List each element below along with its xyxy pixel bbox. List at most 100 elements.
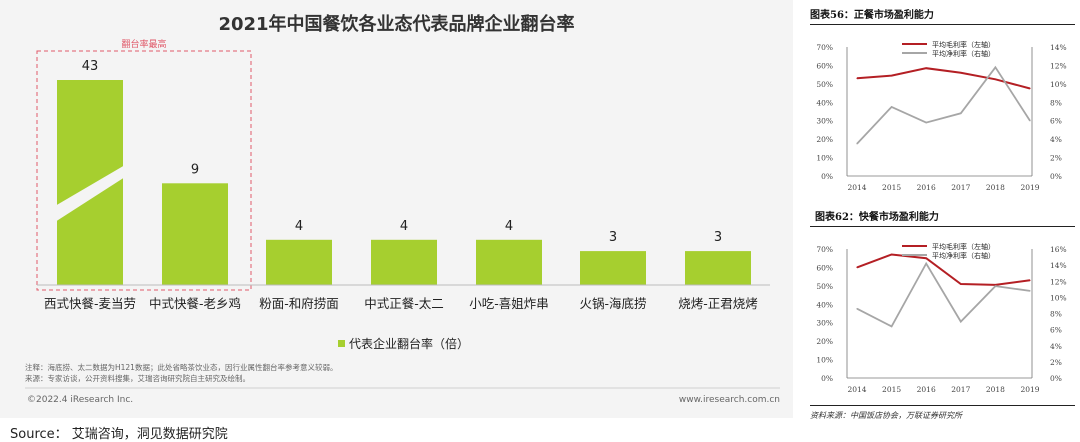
series-line-2: [856, 65, 1031, 145]
fig62-rule: [810, 226, 1075, 227]
source-note-line: 来源：专家访谈，公开资料搜集，艾瑞咨询研究院自主研究及绘制。: [25, 373, 250, 383]
right-tick-label: 4%: [1050, 135, 1062, 144]
x-tick-label: 2015: [882, 183, 901, 192]
right-tick-label: 4%: [1050, 342, 1062, 351]
bar-3: [266, 239, 332, 285]
bar-2: [162, 183, 228, 285]
x-tick-label: 2014: [847, 183, 866, 192]
right-tick-label: 14%: [1050, 43, 1067, 52]
category-label: 粉面-和府捞面: [259, 296, 339, 311]
chart-title: 2021年中国餐饮各业态代表品牌企业翻台率: [218, 14, 575, 35]
left-tick-label: 10%: [816, 154, 833, 163]
left-tick-label: 10%: [816, 356, 833, 365]
left-tick-label: 50%: [816, 282, 833, 291]
right-tick-label: 2%: [1050, 154, 1062, 163]
series-line-2: [856, 261, 1031, 328]
data-point: [960, 283, 962, 285]
bar-value-label: 4: [400, 219, 408, 234]
left-tick-label: 70%: [816, 43, 833, 52]
fig56-title: 图表56：正餐市场盈利能力: [810, 10, 934, 21]
data-point: [856, 308, 858, 310]
axis-break-mark: [55, 165, 125, 222]
data-point: [891, 106, 893, 108]
bar-5: [476, 239, 542, 285]
data-point: [1029, 279, 1031, 281]
data-point: [891, 75, 893, 77]
x-tick-label: 2019: [1020, 183, 1039, 192]
x-tick-label: 2019: [1020, 385, 1039, 394]
legend-swatch: [338, 340, 345, 347]
data-point: [1029, 290, 1031, 292]
right-tick-label: 10%: [1050, 293, 1067, 302]
bar-value-label: 4: [295, 219, 303, 234]
data-point: [856, 143, 858, 145]
data-point: [856, 266, 858, 268]
highlight-label: 翻台率最高: [121, 38, 166, 50]
legend-label-1: 平均毛利率（左轴）: [932, 242, 995, 251]
data-point: [994, 66, 996, 68]
series-line-1: [856, 253, 1031, 286]
category-label: 小吃-喜姐炸串: [469, 296, 549, 311]
data-point: [891, 253, 893, 256]
legend-label: 代表企业翻台率（倍）: [349, 336, 469, 351]
x-tick-label: 2014: [847, 385, 866, 394]
bar-chart: 翻台率最高43西式快餐-麦当劳9中式快餐-老乡鸡4粉面-和府捞面4中式正餐-太二…: [25, 38, 780, 405]
data-point: [925, 122, 927, 124]
left-tick-label: 40%: [816, 300, 833, 309]
bar-chart-panel: 2021年中国餐饮各业态代表品牌企业翻台率 翻台率最高 43 西式快餐-麦当劳 9 中式…: [0, 0, 793, 418]
data-point: [1029, 120, 1031, 122]
data-point: [925, 262, 927, 265]
bar-value-label: 43: [82, 59, 99, 74]
x-tick-label: 2018: [986, 183, 1005, 192]
bar-4: [371, 239, 437, 285]
bar-value-label: 3: [714, 230, 722, 245]
series-line-1: [856, 67, 1031, 90]
right-tick-label: 10%: [1050, 80, 1067, 89]
bar-value-label: 9: [191, 162, 199, 177]
right-tick-label: 12%: [1050, 61, 1067, 70]
left-tick-label: 50%: [816, 80, 833, 89]
legend-label-1: 平均毛利率（左轴）: [932, 40, 995, 49]
data-point: [994, 285, 996, 287]
x-tick-label: 2015: [882, 385, 901, 394]
left-tick-label: 60%: [816, 263, 833, 272]
data-point: [960, 321, 962, 323]
x-tick-label: 2018: [986, 385, 1005, 394]
source-line: Source： 艾瑞咨询，洞见数据研究院: [10, 427, 228, 442]
legend-label-2: 平均净利率（右轴）: [932, 251, 995, 260]
left-tick-label: 20%: [816, 337, 833, 346]
website: www.iresearch.com.cn: [679, 395, 780, 405]
left-tick-label: 40%: [816, 98, 833, 107]
right-tick-label: 8%: [1050, 310, 1062, 319]
right-tick-label: 14%: [1050, 261, 1067, 270]
right-tick-label: 8%: [1050, 98, 1062, 107]
bar-value-label: 4: [505, 219, 513, 234]
data-point: [960, 72, 962, 74]
right-panel: [807, 0, 1080, 442]
x-tick-label: 2017: [951, 385, 970, 394]
data-point: [856, 77, 858, 79]
category-label: 烧烤-正君烧烤: [678, 296, 758, 311]
note-line: 注释：海底捞、太二数据为H121数据；此处省略茶饮业态，因行业属性翻台率参考意义…: [25, 362, 337, 372]
bar-7: [685, 251, 751, 285]
data-point: [1029, 87, 1031, 90]
data-point: [925, 257, 927, 259]
data-point: [891, 325, 893, 327]
left-tick-label: 60%: [816, 61, 833, 70]
right-tick-label: 16%: [1050, 245, 1067, 254]
fig62-title: 图表62：快餐市场盈利能力: [815, 212, 939, 223]
left-tick-label: 70%: [816, 245, 833, 254]
category-label: 火锅-海底捞: [579, 296, 646, 311]
left-tick-label: 0%: [821, 172, 833, 181]
fig56-line-chart: 0% 10% 20% 30% 40% 50% 60% 70% 0% 2% 4% 6% 8% 10% 12% 1…: [816, 40, 1067, 192]
right-tick-label: 2%: [1050, 358, 1062, 367]
x-tick-label: 2016: [917, 183, 936, 192]
right-source: 资料来源：中国饭店协会，万联证券研究所: [810, 411, 962, 420]
left-tick-label: 20%: [816, 135, 833, 144]
bar-value-label: 3: [609, 230, 617, 245]
right-tick-label: 0%: [1050, 172, 1062, 181]
legend-label-2: 平均净利率（右轴）: [932, 49, 995, 58]
data-point: [994, 78, 996, 80]
fig56-rule: [810, 24, 1075, 25]
category-label: 中式正餐-太二: [364, 296, 444, 311]
